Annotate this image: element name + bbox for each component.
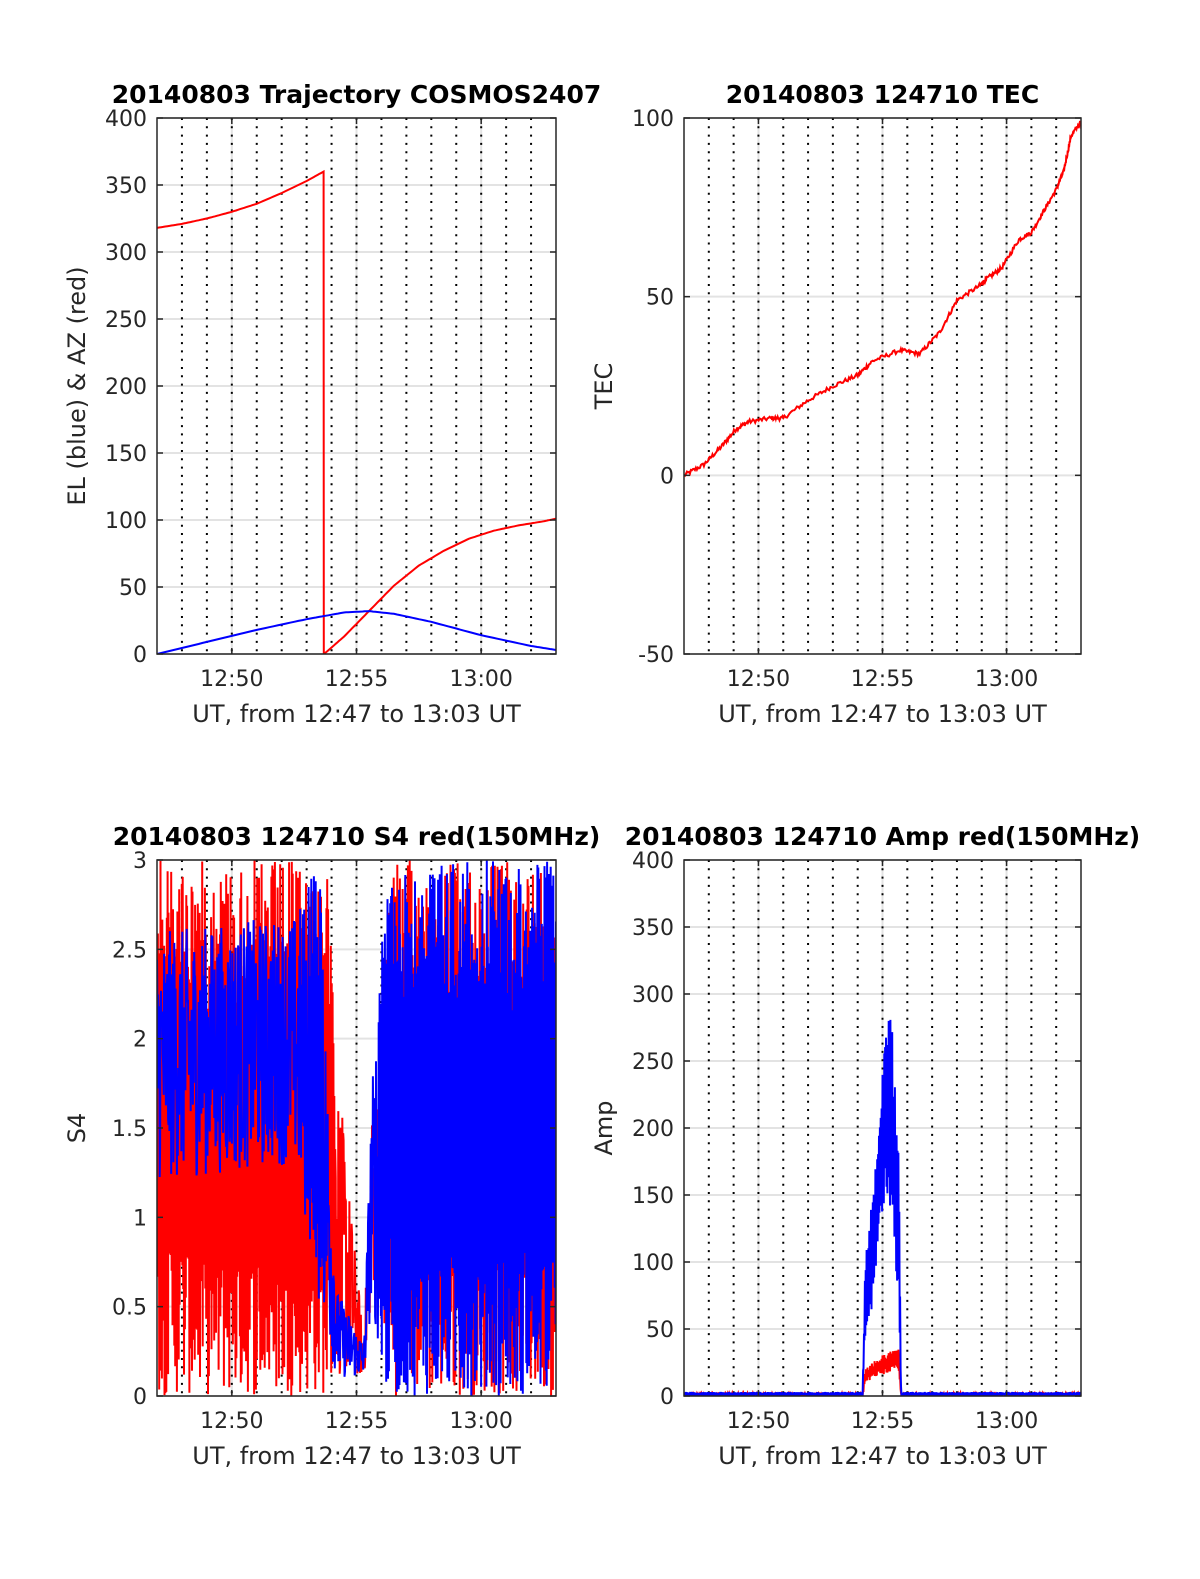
y-tick-label: 3 (133, 849, 147, 874)
subplot-1: 0 50 100 150 200 250 300 350 400 12:50 12:55 13:00 2… (63, 80, 601, 728)
y-tick-label: 100 (105, 509, 147, 534)
x-tick-label: 12:55 (851, 667, 914, 692)
x-tick-label: 13:00 (449, 1409, 512, 1434)
series-az (157, 169, 556, 654)
x-tick-label: 12:50 (200, 667, 263, 692)
y-tick-label: 250 (105, 308, 147, 333)
y-tick-label: 0 (133, 643, 147, 668)
subplot-3: 0 0.5 1 1.5 2 2.5 3 12:50 12:55 13:00 20140803 124… (63, 822, 600, 1470)
x-axis-label: UT, from 12:47 to 13:03 UT (718, 1442, 1047, 1470)
y-tick-label: 150 (632, 1184, 674, 1209)
y-tick-label: 50 (646, 1318, 674, 1343)
subplot-4: 0 50 100 150 200 250 300 350 400 12:50 12:55 13:00 2… (590, 822, 1140, 1470)
chart-title: 20140803 124710 TEC (726, 80, 1039, 109)
y-tick-label: 350 (105, 174, 147, 199)
x-tick-label: 13:00 (975, 667, 1038, 692)
y-axis-label: Amp (590, 1100, 618, 1155)
y-tick-label: 2.5 (112, 938, 147, 963)
chart-title: 20140803 Trajectory COSMOS2407 (112, 80, 602, 109)
y-tick-label: 50 (119, 576, 147, 601)
series-tec (684, 120, 1081, 478)
y-tick-label: 200 (105, 375, 147, 400)
y-tick-label: 350 (632, 916, 674, 941)
y-tick-label: 0 (660, 1385, 674, 1410)
x-axis-label: UT, from 12:47 to 13:03 UT (192, 700, 521, 728)
y-tick-label: -50 (638, 643, 674, 668)
y-tick-label: 100 (632, 1251, 674, 1276)
x-tick-label: 13:00 (449, 667, 512, 692)
x-tick-label: 12:55 (851, 1409, 914, 1434)
x-axis-label: UT, from 12:47 to 13:03 UT (718, 700, 1047, 728)
x-tick-label: 12:50 (727, 667, 790, 692)
y-tick-label: 300 (105, 241, 147, 266)
y-tick-label: 1.5 (112, 1117, 147, 1142)
x-tick-label: 12:55 (325, 667, 388, 692)
y-tick-label: 1 (133, 1206, 147, 1231)
y-tick-label: 0 (133, 1385, 147, 1410)
y-tick-label: 100 (632, 107, 674, 132)
y-tick-label: 400 (105, 107, 147, 132)
y-tick-label: 2 (133, 1028, 147, 1053)
y-axis-label: EL (blue) & AZ (red) (63, 266, 91, 505)
y-tick-label: 0.5 (112, 1296, 147, 1321)
series-blue (157, 860, 556, 1396)
series-el (157, 610, 556, 654)
y-axis-label: S4 (63, 1113, 91, 1144)
y-tick-label: 50 (646, 286, 674, 311)
x-tick-label: 12:55 (325, 1409, 388, 1434)
y-tick-label: 400 (632, 849, 674, 874)
y-tick-label: 250 (632, 1050, 674, 1075)
y-tick-label: 0 (660, 464, 674, 489)
chart-title: 20140803 124710 Amp red(150MHz) (625, 822, 1141, 851)
y-axis-label: TEC (590, 363, 618, 411)
y-tick-label: 300 (632, 983, 674, 1008)
chart-title: 20140803 124710 S4 red(150MHz) (113, 822, 601, 851)
x-tick-label: 12:50 (727, 1409, 790, 1434)
series-blue (684, 1019, 1081, 1396)
x-tick-label: 13:00 (975, 1409, 1038, 1434)
y-tick-label: 150 (105, 442, 147, 467)
x-tick-label: 12:50 (200, 1409, 263, 1434)
y-tick-label: 200 (632, 1117, 674, 1142)
x-axis-label: UT, from 12:47 to 13:03 UT (192, 1442, 521, 1470)
subplot-2: -50 0 50 100 12:50 12:55 13:00 20140803 124710 … (590, 80, 1082, 728)
